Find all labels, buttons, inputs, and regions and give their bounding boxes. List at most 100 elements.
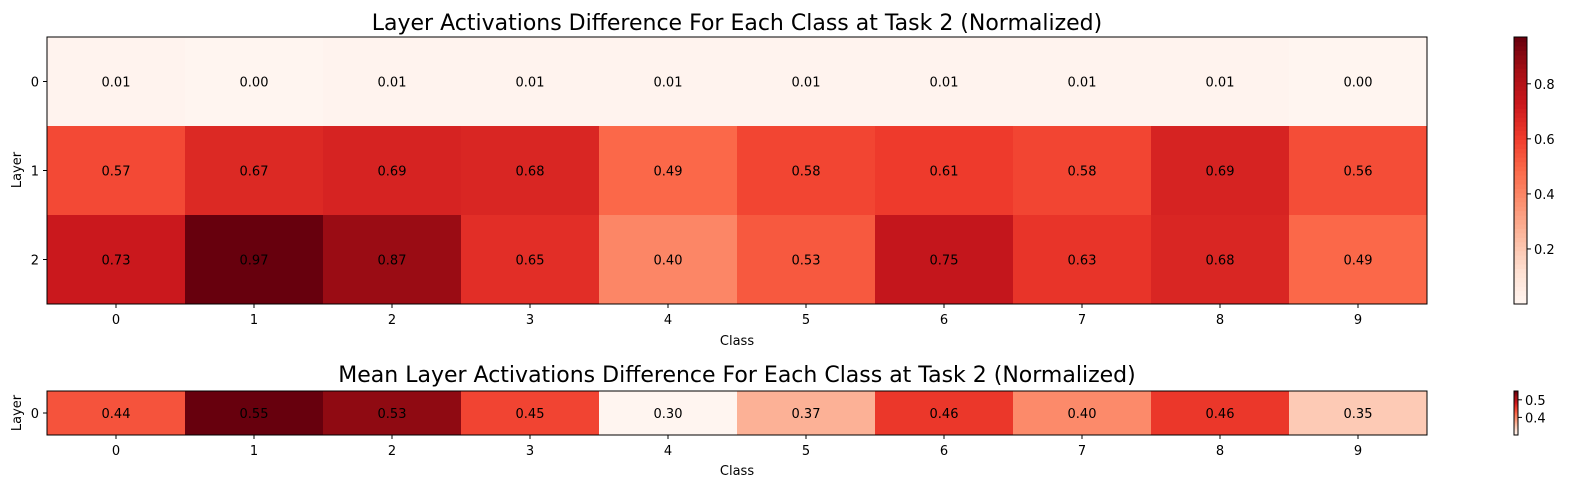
- y-tick-label-0: 0: [31, 76, 39, 91]
- heatmap-cell-r2-c9: [1289, 215, 1428, 305]
- cell-value-label-r0-c4: 0.01: [654, 76, 683, 91]
- colorbar-gradient-segment: [1514, 152, 1527, 158]
- cell-value-label-r1-c9: 0.56: [1344, 165, 1373, 180]
- top-colorbar: 0.2 0.4 0.6 0.8: [1513, 36, 1555, 305]
- colorbar-gradient-segment: [1514, 407, 1518, 409]
- colorbar-gradient-segment: [1514, 290, 1527, 296]
- colorbar-gradient-segment: [1514, 219, 1527, 225]
- heatmap-cell-r0-c1: [185, 37, 324, 127]
- colorbar-gradient-segment: [1514, 418, 1518, 421]
- colorbar-gradient-segment: [1514, 103, 1527, 109]
- colorbar-gradient-segment: [1514, 431, 1518, 433]
- colorbar-gradient-segment: [1514, 263, 1527, 269]
- cell-value-label-r2-c8: 0.68: [1206, 254, 1235, 269]
- colorbar-gradient-segment: [1514, 112, 1527, 118]
- heatmap-cell-r1-c5: [737, 126, 876, 216]
- colorbar-gradient-segment: [1514, 139, 1527, 145]
- colorbar-gradient-segment: [1514, 426, 1518, 428]
- colorbar-gradient-segment: [1514, 192, 1527, 198]
- top-y-axis-ticks: 0 1 2: [31, 76, 47, 269]
- heatmap-cell-r0-c4: [599, 37, 738, 127]
- heatmap-cell-r0-c7: [1013, 37, 1152, 127]
- colorbar-gradient-segment: [1514, 391, 1518, 393]
- colorbar-gradient-segment: [1514, 121, 1527, 127]
- colorbar-gradient-segment: [1514, 418, 1518, 420]
- colorbar-gradient-segment: [1514, 410, 1518, 412]
- heatmap-cell-r2-c6: [875, 215, 1014, 305]
- heatmap-cell-r1-c2: [323, 126, 462, 216]
- heatmap-cell-r0-c8: [1151, 391, 1290, 436]
- top-heatmap-value-labels: 0.01 0.00 0.01 0.01 0.01 0.01 0.01 0.01 0.01 0.00…: [102, 76, 1373, 269]
- colorbar-gradient-segment: [1514, 228, 1527, 234]
- top-chart-title: Layer Activations Difference For Each Cl…: [372, 11, 1102, 36]
- cell-value-label-r2-c9: 0.49: [1344, 254, 1373, 269]
- colorbar-gradient-segment: [1514, 81, 1527, 87]
- cell-value-label-r1-c7: 0.58: [1068, 165, 1097, 180]
- colorbar-tick-label-3: 0.8: [1534, 78, 1555, 93]
- colorbar-gradient-segment: [1514, 130, 1527, 136]
- colorbar-gradient-segment: [1514, 237, 1527, 243]
- colorbar-gradient-segment: [1514, 63, 1527, 69]
- colorbar-gradient-segment: [1514, 94, 1527, 100]
- heatmap-cell-r1-c0: [47, 126, 186, 216]
- colorbar-gradient-segment: [1514, 41, 1527, 47]
- heatmap-cell-r2-c4: [599, 215, 738, 305]
- colorbar-tick-label-2: 0.6: [1534, 133, 1555, 148]
- colorbar-gradient-segment: [1514, 405, 1518, 407]
- colorbar-gradient-segment: [1514, 427, 1518, 429]
- colorbar-gradient-segment: [1514, 179, 1527, 185]
- colorbar-gradient-segment: [1514, 197, 1527, 203]
- colorbar-gradient-segment: [1514, 232, 1527, 238]
- heatmap-cell-r0-c5: [737, 37, 876, 127]
- colorbar-gradient-segment: [1514, 402, 1518, 404]
- x-tick-label-0: 0: [112, 444, 120, 459]
- x-tick-label-5: 5: [802, 444, 810, 459]
- cell-value-label-r2-c6: 0.75: [930, 254, 959, 269]
- colorbar-gradient-segment: [1514, 414, 1518, 416]
- cell-value-label-r0-c0: 0.44: [102, 407, 131, 422]
- cell-value-label-r0-c1: 0.55: [240, 407, 269, 422]
- colorbar-gradient-segment: [1514, 430, 1518, 432]
- colorbar-gradient-segment: [1514, 157, 1527, 163]
- colorbar-gradient-segment: [1514, 412, 1518, 414]
- cell-value-label-r1-c0: 0.57: [102, 165, 131, 180]
- colorbar-gradient-segment: [1514, 210, 1527, 216]
- bottom-heatmap-cells: [47, 391, 1428, 436]
- heatmap-cell-r0-c9: [1289, 37, 1428, 127]
- bottom-heatmap: Mean Layer Activations Difference For Ea…: [10, 363, 1546, 479]
- bottom-x-axis-label: Class: [720, 464, 754, 479]
- colorbar-gradient-segment: [1514, 143, 1527, 149]
- heatmap-cell-r0-c6: [875, 37, 1014, 127]
- colorbar-gradient-segment: [1514, 408, 1518, 410]
- colorbar-gradient-segment: [1514, 393, 1518, 396]
- colorbar-gradient-segment: [1514, 404, 1518, 406]
- cell-value-label-r0-c5: 0.37: [792, 407, 821, 422]
- cell-value-label-r0-c3: 0.01: [516, 76, 545, 91]
- heatmap-cell-r0-c9: [1289, 391, 1428, 436]
- colorbar-gradient-segment: [1514, 401, 1518, 403]
- cell-value-label-r2-c4: 0.40: [654, 254, 683, 269]
- cell-value-label-r1-c3: 0.68: [516, 165, 545, 180]
- colorbar-gradient-segment: [1514, 422, 1518, 424]
- heatmap-cell-r1-c6: [875, 126, 1014, 216]
- colorbar-gradient-segment: [1514, 295, 1527, 301]
- colorbar-gradient-segment: [1514, 399, 1518, 402]
- x-tick-label-7: 7: [1078, 444, 1086, 459]
- cell-value-label-r2-c3: 0.65: [516, 254, 545, 269]
- heatmap-cell-r2-c1: [185, 215, 324, 305]
- colorbar-gradient-segment: [1514, 99, 1527, 105]
- colorbar-gradient-segment: [1514, 174, 1527, 180]
- heatmap-cell-r2-c8: [1151, 215, 1290, 305]
- y-tick-label-2: 2: [31, 254, 39, 269]
- colorbar-gradient-segment: [1514, 50, 1527, 56]
- cell-value-label-r0-c6: 0.46: [930, 407, 959, 422]
- colorbar-gradient-segment: [1514, 413, 1518, 415]
- colorbar-gradient-segment: [1514, 241, 1527, 247]
- bottom-y-axis-label: Layer: [10, 394, 25, 431]
- heatmap-cell-r2-c3: [461, 215, 600, 305]
- cell-value-label-r0-c7: 0.01: [1068, 76, 1097, 91]
- top-x-axis-ticks: 0 1 2 3 4 5 6 7 8 9: [112, 304, 1362, 328]
- heatmap-cell-r0-c5: [737, 391, 876, 436]
- cell-value-label-r2-c7: 0.63: [1068, 254, 1097, 269]
